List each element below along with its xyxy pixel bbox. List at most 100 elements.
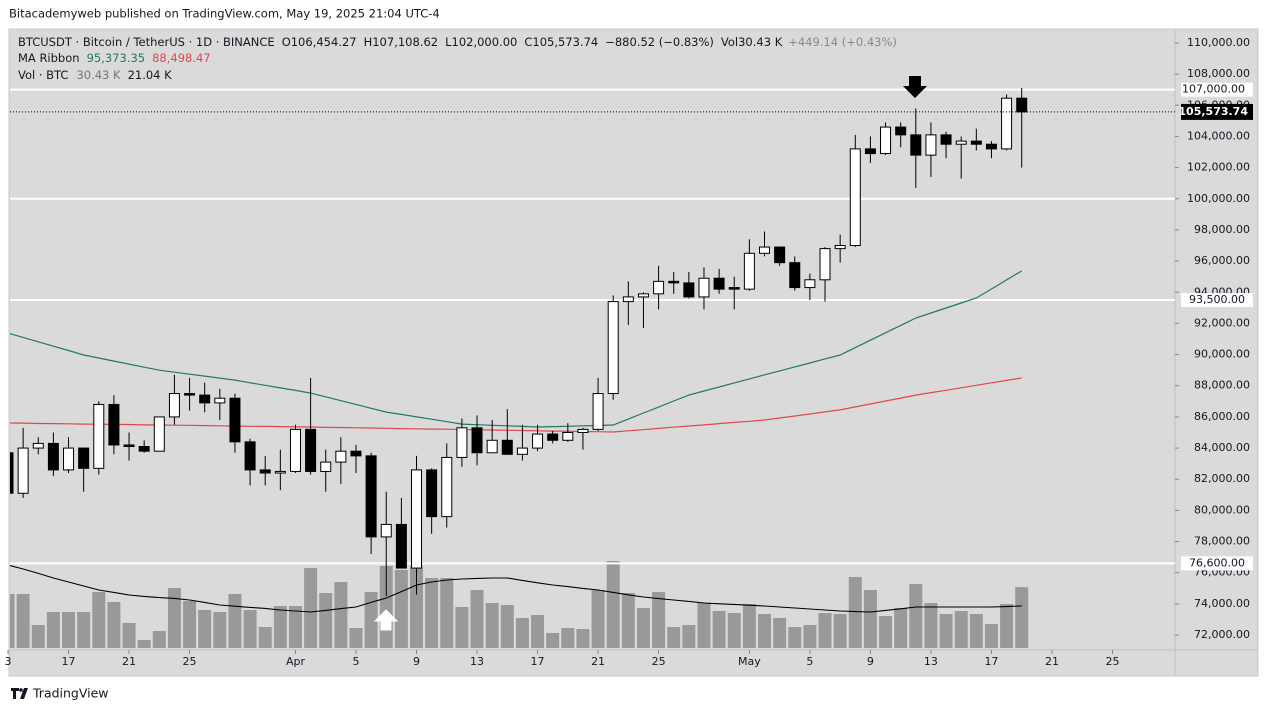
candle-body [577, 428, 589, 433]
volume-bar [576, 629, 590, 648]
candle-body [320, 461, 332, 472]
axes: 72,000.0074,000.0076,000.0078,000.0080,0… [5, 36, 1253, 668]
volume-bar [788, 627, 802, 648]
volume-bar [954, 611, 968, 648]
x-tick-label: 3 [5, 655, 12, 668]
candle-body [910, 134, 922, 156]
candle-body [153, 416, 165, 452]
candle-body [138, 446, 150, 452]
x-tick-label: 13 [924, 655, 938, 668]
candle-body [441, 456, 453, 518]
candle-body [562, 431, 574, 441]
volume-bar [924, 603, 938, 648]
legend-item: L102,000.00 [445, 35, 517, 49]
y-tick-label: 82,000.00 [1194, 472, 1250, 485]
volume-bar [833, 614, 847, 648]
legend-row: BTCUSDT · Bitcoin / TetherUS · 1D · BINA… [18, 35, 897, 49]
volume-bar [818, 613, 832, 648]
y-tick-label: 84,000.00 [1194, 441, 1250, 454]
y-tick-label: 86,000.00 [1194, 410, 1250, 423]
volume-bar [894, 608, 908, 648]
logo-dot [19, 688, 23, 692]
volume-bar [440, 578, 454, 648]
y-tick-label: 88,000.00 [1194, 379, 1250, 392]
x-tick-label: 25 [183, 655, 197, 668]
candle-body [713, 277, 725, 290]
candle-body [335, 450, 347, 463]
x-tick-label: 21 [591, 655, 605, 668]
footer-logo: TradingView [11, 686, 109, 701]
candle-body [804, 279, 816, 289]
volume-bar [909, 584, 923, 648]
logo-mark [11, 688, 28, 699]
candle-body [395, 523, 407, 569]
legend-item: 88,498.47 [152, 51, 211, 65]
y-tick-label: 104,000.00 [1187, 129, 1250, 142]
candle-body [426, 469, 438, 518]
x-tick-label: 25 [652, 655, 666, 668]
candle-body [774, 246, 786, 264]
volume-bar [273, 606, 287, 648]
volume-ma-line [10, 564, 1022, 613]
x-tick-label: 9 [867, 655, 874, 668]
volume-bar [349, 628, 363, 648]
up-arrow [373, 609, 399, 631]
candle-body [63, 447, 75, 471]
x-tick-label: May [738, 655, 761, 668]
y-tick-label: 110,000.00 [1187, 36, 1250, 49]
legend-item: +449.14 (+0.43%) [788, 35, 897, 49]
volume-bar [652, 592, 666, 648]
candle-body [229, 397, 241, 443]
volume-bar [591, 590, 605, 648]
level-label-box [1181, 293, 1253, 308]
volume-bar [636, 608, 650, 648]
candle-body [168, 393, 180, 418]
ma-line [10, 377, 1022, 433]
legend-row: MA Ribbon 95,373.35 88,498.47 [18, 51, 211, 65]
candle-body [955, 140, 967, 145]
volume-bar [485, 603, 499, 648]
candle-body [486, 439, 498, 454]
candle-body [274, 470, 286, 474]
candle-body [380, 523, 392, 538]
candle-body [289, 428, 301, 472]
chart-frame [8, 28, 1259, 677]
candle-body [683, 282, 695, 298]
last-price-box [1181, 103, 1253, 120]
candle-body [516, 447, 528, 455]
candle-body [93, 403, 105, 469]
volume-bar [228, 594, 242, 648]
candle-body [214, 397, 226, 404]
volume-bar [515, 618, 529, 648]
volume-bar [984, 624, 998, 648]
volume-bar [198, 610, 212, 648]
volume-bar [122, 623, 136, 648]
volume-bar [364, 592, 378, 648]
volume-bar [92, 592, 106, 648]
y-tick-label: 78,000.00 [1194, 535, 1250, 548]
x-tick-label: 5 [352, 655, 359, 668]
volume-bar [1000, 604, 1014, 648]
volume-bar [46, 612, 60, 648]
level-label-box [1181, 556, 1253, 571]
candle-body [532, 433, 544, 449]
candle-body [925, 134, 937, 156]
candle-body [547, 433, 559, 441]
volume-bar [500, 605, 514, 648]
candle-body [199, 394, 211, 404]
candle-body [743, 252, 755, 290]
volume-bar [319, 593, 333, 648]
volume-bar [107, 602, 121, 648]
candle-body [864, 148, 876, 155]
last-price-label: 105,573.74 [1178, 105, 1248, 118]
down-arrow [903, 76, 927, 98]
legend-item: C105,573.74 [524, 35, 598, 49]
candle-body [78, 447, 90, 469]
volume-bar [288, 606, 302, 648]
legend-item: H107,108.62 [364, 35, 439, 49]
y-tick-label: 102,000.00 [1187, 161, 1250, 174]
volume-bar [561, 628, 575, 648]
volume-bar [152, 631, 166, 648]
volume-bar [667, 627, 681, 648]
legend-item: −880.52 (−0.83%) [605, 35, 714, 49]
